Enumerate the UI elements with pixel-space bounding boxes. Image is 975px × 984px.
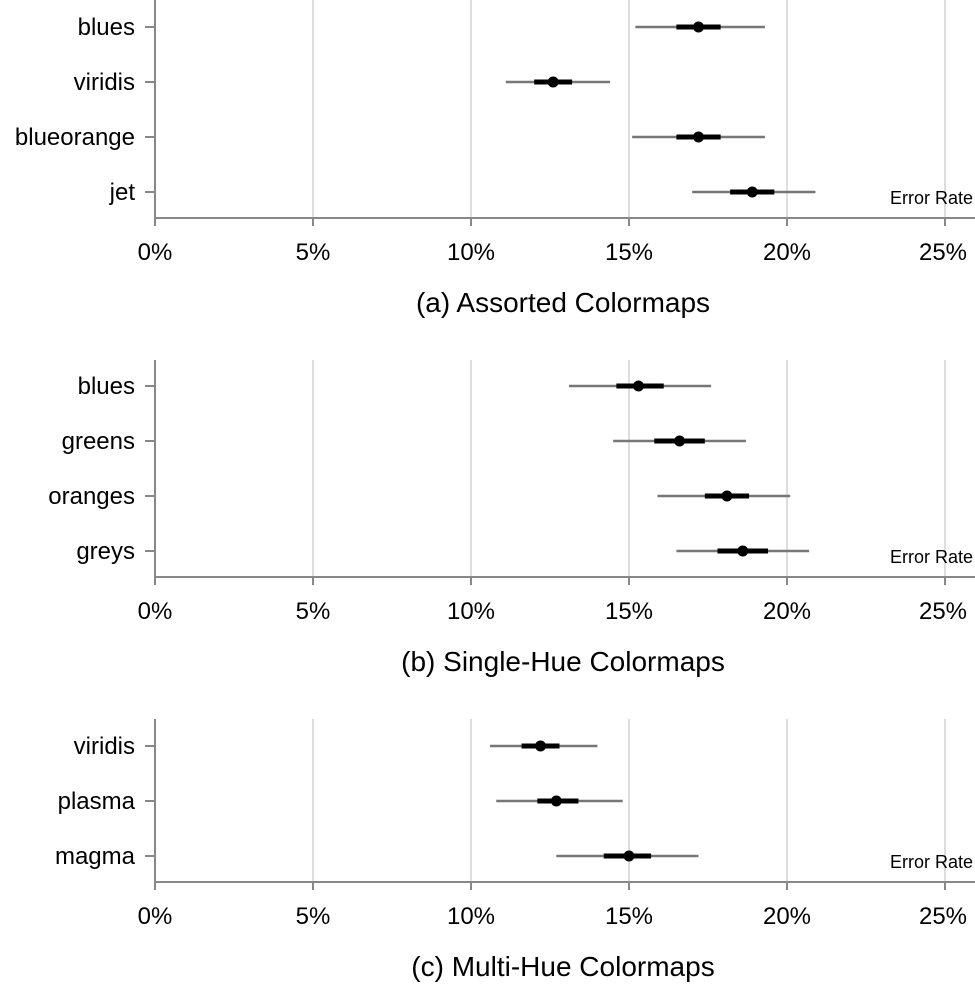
x-tick-label: 0%: [138, 598, 173, 625]
x-tick-label: 15%: [605, 598, 653, 625]
y-tick-label: oranges: [48, 483, 135, 510]
y-tick-label: blues: [78, 14, 135, 41]
panel-assorted-colormaps: 0% 5% 10% 15% 20% 25% blues viridis blueorange je…: [15, 0, 975, 318]
x-tick-label: 25%: [919, 239, 967, 266]
y-tick-label: viridis: [74, 69, 135, 96]
panel-caption: (a) Assorted Colormaps: [416, 287, 710, 318]
data-point: [693, 21, 705, 33]
x-tick-label: 0%: [138, 239, 173, 266]
x-tick-label: 20%: [763, 598, 811, 625]
panel-multi-hue-colormaps: 0% 5% 10% 15% 20% 25% viridis plasma magma Error …: [55, 719, 975, 982]
data-point: [632, 380, 644, 392]
x-axis-unit-label: Error Rate: [890, 547, 973, 567]
data-point: [550, 795, 562, 807]
y-tick-label: jet: [109, 179, 136, 206]
x-tick-label: 20%: [763, 239, 811, 266]
y-tick-label: greys: [76, 538, 135, 565]
data-point: [547, 76, 559, 88]
x-tick-label: 5%: [296, 598, 331, 625]
data-point: [737, 545, 749, 557]
x-tick-label: 25%: [919, 598, 967, 625]
y-tick-label: plasma: [58, 788, 136, 815]
x-tick-label: 0%: [138, 903, 173, 930]
data-point: [721, 490, 733, 502]
x-tick-label: 20%: [763, 903, 811, 930]
y-tick-label: blues: [78, 373, 135, 400]
data-point: [746, 186, 758, 198]
panel-caption: (c) Multi-Hue Colormaps: [411, 951, 714, 982]
data-point: [623, 850, 635, 862]
x-tick-label: 15%: [605, 239, 653, 266]
x-tick-label: 15%: [605, 903, 653, 930]
y-tick-label: greens: [62, 428, 135, 455]
y-tick-label: blueorange: [15, 124, 135, 151]
x-axis-unit-label: Error Rate: [890, 852, 973, 872]
x-axis-unit-label: Error Rate: [890, 188, 973, 208]
y-tick-label: viridis: [74, 733, 135, 760]
x-tick-label: 10%: [447, 239, 495, 266]
panel-caption: (b) Single-Hue Colormaps: [401, 646, 725, 677]
x-tick-label: 10%: [447, 598, 495, 625]
y-tick-label: magma: [55, 843, 136, 870]
x-tick-label: 25%: [919, 903, 967, 930]
x-tick-label: 5%: [296, 239, 331, 266]
data-point: [693, 131, 705, 143]
data-point: [674, 435, 686, 447]
panel-single-hue-colormaps: 0% 5% 10% 15% 20% 25% blues greens oranges greys E…: [48, 360, 975, 677]
x-tick-label: 5%: [296, 903, 331, 930]
data-point: [535, 740, 547, 752]
x-tick-label: 10%: [447, 903, 495, 930]
